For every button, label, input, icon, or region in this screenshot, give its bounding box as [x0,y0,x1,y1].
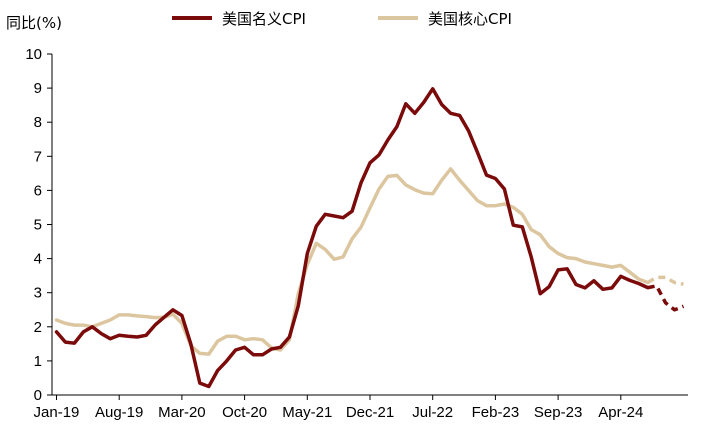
y-tick-label: 3 [34,285,42,302]
axes: 0 1 2 3 4 5 6 7 8 9 10 Jan-19 Aug-19 Mar-20 Oct-20 May-… [25,46,688,421]
y-tick-label: 7 [34,148,42,165]
x-tick-label: Jul-22 [412,404,453,421]
series-line-nominal-cpi-projection [647,284,685,312]
y-tick-label: 1 [34,353,42,370]
x-tick-label: May-21 [282,404,332,421]
x-tick-label: Aug-19 [95,404,143,421]
x-tick-label: Jan-19 [34,404,80,421]
legend-label-nominal-cpi: 美国名义CPI [222,10,306,28]
series-line-core-cpi [54,167,650,356]
x-tick-label: Sep-23 [534,404,582,421]
series-line-nominal-cpi [54,87,650,389]
legend-label-core-cpi: 美国核心CPI [428,10,512,28]
series-layer [54,87,685,389]
y-tick-label: 5 [34,217,42,234]
y-axis-label: 同比(%) [6,14,62,32]
y-tick-label: 2 [34,319,42,336]
y-tick-label: 0 [34,387,42,404]
x-tick-label: Dec-21 [346,404,394,421]
series-line-core-cpi-projection [646,275,684,286]
y-tick-label: 4 [34,251,42,268]
legend: 美国名义CPI 美国核心CPI [172,10,512,28]
x-tick-label: Oct-20 [222,404,267,421]
y-tick-label: 8 [34,114,42,131]
x-tick-label: Feb-23 [472,404,520,421]
y-tick-label: 6 [34,182,42,199]
x-tick-label: Mar-20 [158,404,206,421]
x-tick-label: Apr-24 [598,404,643,421]
y-tick-label: 9 [34,80,42,97]
y-tick-label: 10 [25,46,42,63]
